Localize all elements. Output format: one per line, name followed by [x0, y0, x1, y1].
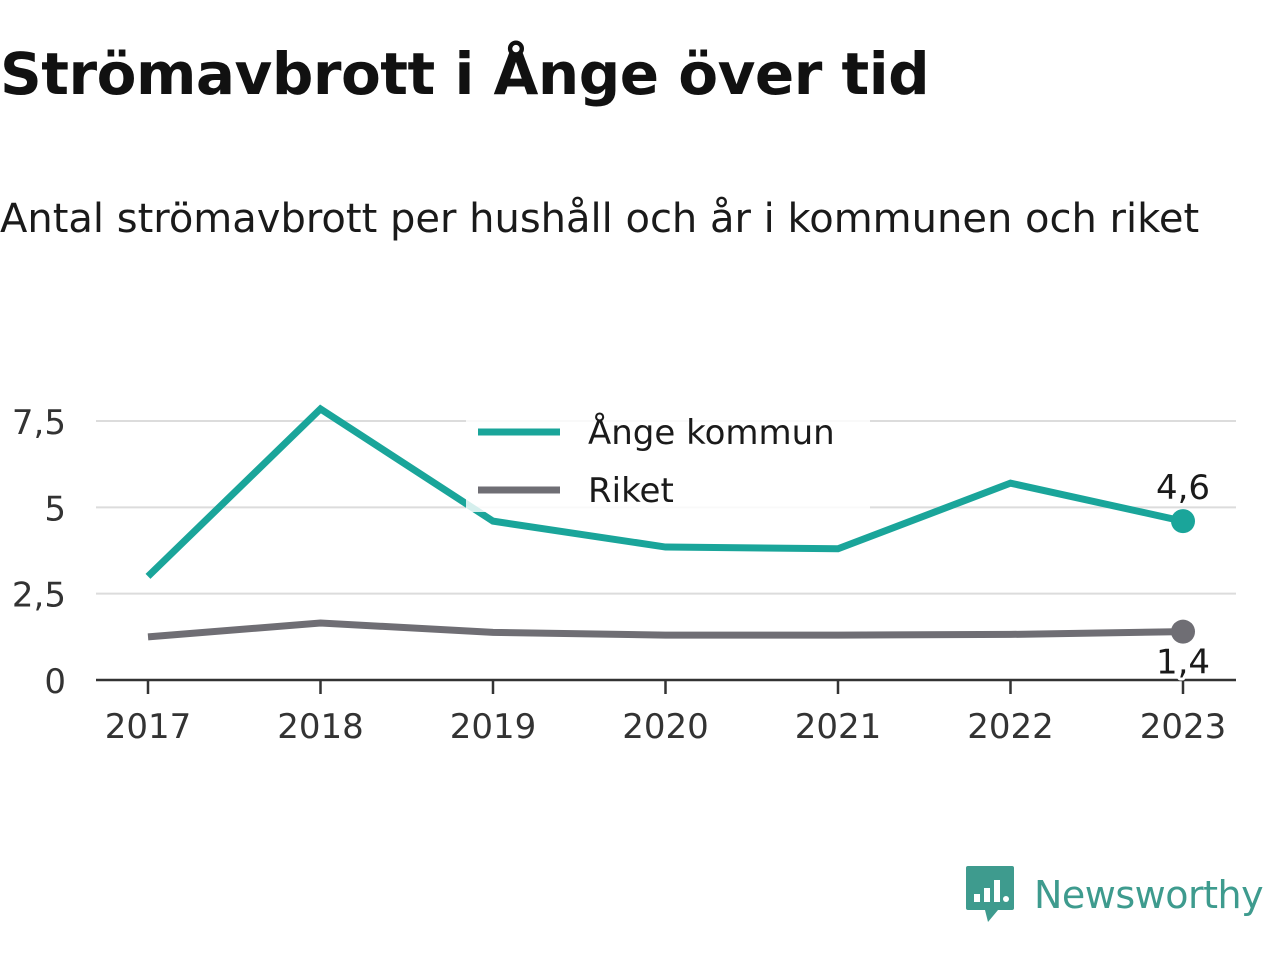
legend-label: Ånge kommun: [588, 412, 835, 453]
x-tick-label: 2019: [450, 707, 537, 747]
end-value-label: 1,4: [1156, 643, 1210, 683]
x-tick-label: 2022: [967, 707, 1054, 747]
newsworthy-brand: Newsworthy: [964, 864, 1264, 926]
x-tick-label: 2018: [277, 707, 364, 747]
series-line-ange-kommun: [145, 404, 1184, 579]
x-tick-label: 2017: [105, 707, 192, 747]
x-tick-label: 2023: [1140, 707, 1227, 747]
end-labels: 4,6 1,4: [1153, 465, 1213, 686]
end-point-marker: [1171, 509, 1195, 534]
legend: Ånge kommun Riket: [466, 408, 870, 512]
y-tick-label: 7,5: [12, 403, 66, 443]
x-tick-label: 2021: [795, 707, 882, 747]
series-lines: [145, 404, 1184, 641]
legend-label: Riket: [588, 471, 674, 511]
y-axis-tick-labels: 0 2,5 5 7,5: [12, 403, 66, 702]
newsworthy-logo-icon: [966, 866, 1014, 922]
brand-name: Newsworthy: [1034, 873, 1264, 917]
end-value-label: 4,6: [1156, 468, 1210, 508]
end-point-marker: [1171, 619, 1195, 644]
y-tick-label: 0: [44, 662, 66, 702]
x-tick-label: 2020: [622, 707, 709, 747]
series-line-riket: [147, 619, 1184, 641]
chart-title: Strömavbrott i Ånge över tid: [0, 40, 930, 108]
legend-background: [466, 408, 870, 512]
x-axis-ticks: 2017 2018 2019 2020 2021 2022 2023: [105, 680, 1227, 747]
y-tick-label: 2,5: [12, 576, 66, 616]
chart-subtitle: Antal strömavbrott per hushåll och år i …: [0, 196, 1200, 242]
y-tick-label: 5: [44, 489, 66, 529]
